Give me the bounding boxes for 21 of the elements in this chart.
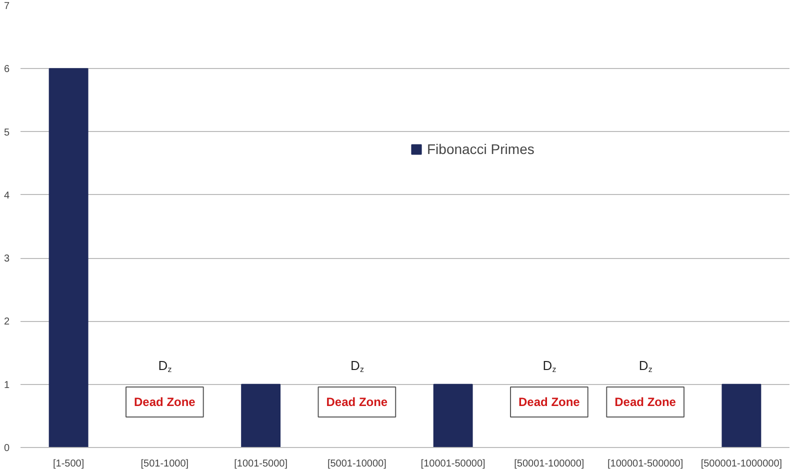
annotation: Dead Zone xyxy=(134,395,196,410)
y-tick-label: 0 xyxy=(4,443,10,454)
y-tick-label: 2 xyxy=(4,316,10,328)
y-tick-label: 5 xyxy=(4,127,10,138)
y-tick-label: 4 xyxy=(4,190,10,202)
x-tick-label: [1001-5000] xyxy=(234,458,288,470)
x-tick-label: [10001-50000] xyxy=(420,458,486,470)
annotation: Dead Zone xyxy=(518,395,580,410)
y-tick-label: 3 xyxy=(4,254,10,265)
legend-label: Fibonacci Primes xyxy=(427,141,534,157)
y-tick-label: 7 xyxy=(4,1,10,12)
y-tick-label: 6 xyxy=(4,64,10,76)
annotation: Dead Zone xyxy=(326,395,388,410)
x-tick-label: [500001-1000000] xyxy=(700,458,782,470)
annotation: Dead Zone xyxy=(614,395,676,410)
x-tick-label: [501-1000] xyxy=(140,458,189,470)
x-tick-label: [1-500] xyxy=(52,458,84,470)
x-tick-label: [50001-100000] xyxy=(514,458,584,470)
x-tick-label: [5001-10000] xyxy=(327,458,387,470)
x-tick-label: [100001-500000] xyxy=(608,458,684,470)
y-tick-label: 1 xyxy=(4,380,10,391)
